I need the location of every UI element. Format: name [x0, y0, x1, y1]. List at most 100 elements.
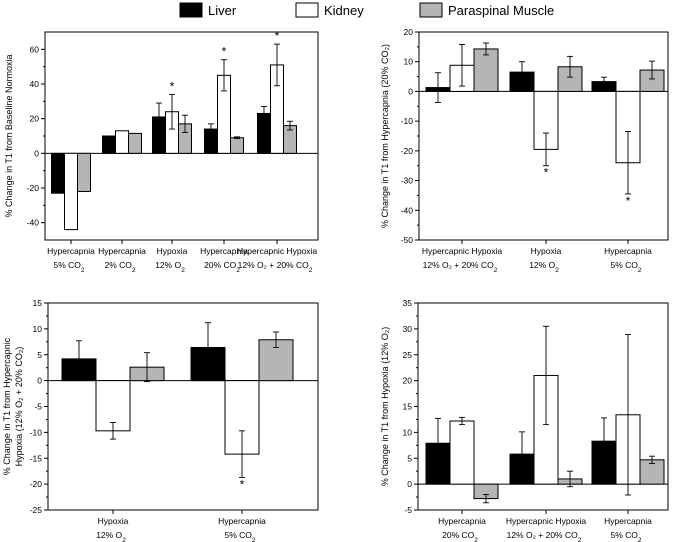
y-tick-label: -5	[404, 505, 412, 515]
y-tick-label: -20	[27, 183, 40, 193]
x-category-label: Hypercapnic Hypoxia	[422, 246, 503, 256]
chart-panel-2: -50 -40 -30 -20 -10 0 10 20 % Change in T1 from …	[380, 27, 669, 274]
bar-kidney	[115, 130, 129, 154]
y-tick-label: 10	[33, 324, 43, 334]
x-category-subscript: 2	[236, 267, 240, 274]
x-category-label: Hypercapnia	[218, 516, 266, 526]
x-category-sublabel: 5% CO2	[610, 260, 641, 274]
bar-paraspinal-muscle	[128, 132, 142, 154]
x-category-label: Hypercapnia	[604, 516, 652, 526]
y-tick-label: 15	[33, 298, 43, 308]
y-tick-label: 20	[30, 114, 40, 124]
y-tick-label: -40	[27, 218, 40, 228]
y-tick-label: 0	[408, 86, 413, 96]
y-tick-label: -10	[30, 427, 43, 437]
x-category-subscript: 2	[578, 537, 582, 542]
y-tick-label: 10	[404, 57, 414, 67]
plot-frame	[47, 302, 319, 511]
x-category-sublabel: 20% CO2	[442, 530, 478, 542]
significance-marker: *	[222, 45, 227, 59]
significance-marker: *	[626, 194, 631, 208]
y-tick-label: -5	[34, 402, 42, 412]
y-axis-label: % Change in T1 from Hypoxia (12% O₂)	[380, 327, 390, 486]
y-tick-label: 0	[34, 148, 39, 158]
x-category-subscript: 2	[555, 267, 559, 274]
y-tick-label: 35	[403, 298, 413, 308]
bar-kidney	[64, 152, 78, 231]
x-category-sublabel: 5% CO2	[224, 530, 255, 542]
y-tick-label: 20	[404, 27, 414, 37]
legend-label-liver: Liver	[208, 3, 237, 18]
x-category-sublabel: 2% CO2	[104, 260, 135, 274]
y-tick-label: 20	[403, 376, 413, 386]
significance-marker: *	[240, 477, 245, 491]
x-category-label: Hypercapnia	[47, 246, 95, 256]
x-category-label: Hypoxia	[157, 246, 188, 256]
x-category-sublabel: 12% O2	[96, 530, 126, 542]
x-category-subscript: 2	[638, 267, 642, 274]
legend-label-paraspinal-muscle: Paraspinal Muscle	[448, 3, 554, 18]
bar-paraspinal-muscle	[77, 152, 91, 192]
legend-swatch-kidney	[295, 2, 319, 18]
significance-marker: *	[275, 29, 280, 43]
y-tick-label: -25	[30, 505, 43, 515]
bar-kidney	[615, 90, 641, 164]
significance-marker: *	[544, 166, 549, 180]
x-category-subscript: 2	[309, 267, 313, 274]
significance-marker: *	[170, 79, 175, 93]
x-category-label: Hypercapnia	[200, 246, 248, 256]
x-category-sublabel: 20% CO2	[204, 260, 240, 274]
x-category-sublabel: 12% O₂ + 20% CO2	[423, 260, 498, 274]
x-category-subscript: 2	[252, 537, 256, 542]
y-tick-label: -20	[401, 146, 414, 156]
x-category-subscript: 2	[181, 267, 185, 274]
y-tick-label: 15	[403, 402, 413, 412]
x-category-subscript: 2	[474, 537, 478, 542]
chart-panel-1: -40 -20 0 20 40 60 % Change in T1 from Baselin…	[4, 29, 319, 274]
y-axis-label: % Change in T1 from Hypercapnic	[2, 337, 12, 475]
x-category-sublabel: 12% O₂ + 20% CO2	[507, 530, 582, 542]
chart-panel-3: -25 -20 -15 -10 -5 0 5 10 15 % Change in T1 from …	[2, 298, 319, 542]
y-tick-label: -10	[401, 116, 414, 126]
x-category-sublabel: 5% CO2	[53, 260, 84, 274]
x-category-sublabel: 12% O2	[155, 260, 185, 274]
x-category-label: Hypercapnic Hypoxia	[237, 246, 318, 256]
y-tick-label: 40	[30, 79, 40, 89]
y-axis-label: % Change in T1 from Baseline Normoxia	[4, 55, 14, 218]
x-category-label: Hypoxia	[98, 516, 129, 526]
bar-liver	[51, 152, 65, 194]
y-tick-label: -50	[401, 235, 414, 245]
y-axis-label: % Change in T1 from Hypercapnia (20% CO₂…	[380, 44, 390, 228]
legend-label-kidney: Kidney	[324, 3, 364, 18]
y-tick-label: 60	[30, 44, 40, 54]
bar-paraspinal-muscle	[230, 137, 244, 154]
legend-swatch-paraspinal-muscle	[419, 2, 443, 18]
x-category-sublabel: 12% O2	[529, 260, 559, 274]
y-tick-label: -20	[30, 479, 43, 489]
x-category-label: Hypercapnia	[98, 246, 146, 256]
x-category-label: Hypercapnia	[604, 246, 652, 256]
x-category-subscript: 2	[122, 537, 126, 542]
x-category-subscript: 2	[81, 267, 85, 274]
y-tick-label: 25	[403, 350, 413, 360]
y-tick-label: 10	[403, 427, 413, 437]
bar-liver	[102, 135, 116, 154]
x-category-label: Hypoxia	[531, 246, 562, 256]
x-category-sublabel: 12% O₂ + 20% CO2	[238, 260, 313, 274]
y-tick-label: 0	[407, 479, 412, 489]
legend: Liver Kidney Paraspinal Muscle	[179, 2, 554, 18]
x-category-subscript: 2	[638, 537, 642, 542]
x-category-subscript: 2	[132, 267, 136, 274]
chart-panel-4: -5 0 5 10 15 20 25 30 35 % Change in T1 from Hypo…	[380, 298, 669, 542]
x-category-sublabel: 5% CO2	[610, 530, 641, 542]
y-axis-label-line2: Hypoxia (12% O₂ + 20% CO₂)	[14, 347, 24, 467]
y-tick-label: -15	[30, 453, 43, 463]
bar-kidney	[449, 420, 475, 485]
x-category-label: Hypercapnic Hypoxia	[506, 516, 587, 526]
y-tick-label: 30	[403, 324, 413, 334]
y-tick-label: 0	[37, 376, 42, 386]
y-tick-label: 5	[37, 350, 42, 360]
y-tick-label: 5	[407, 453, 412, 463]
legend-swatch-liver	[179, 2, 203, 18]
